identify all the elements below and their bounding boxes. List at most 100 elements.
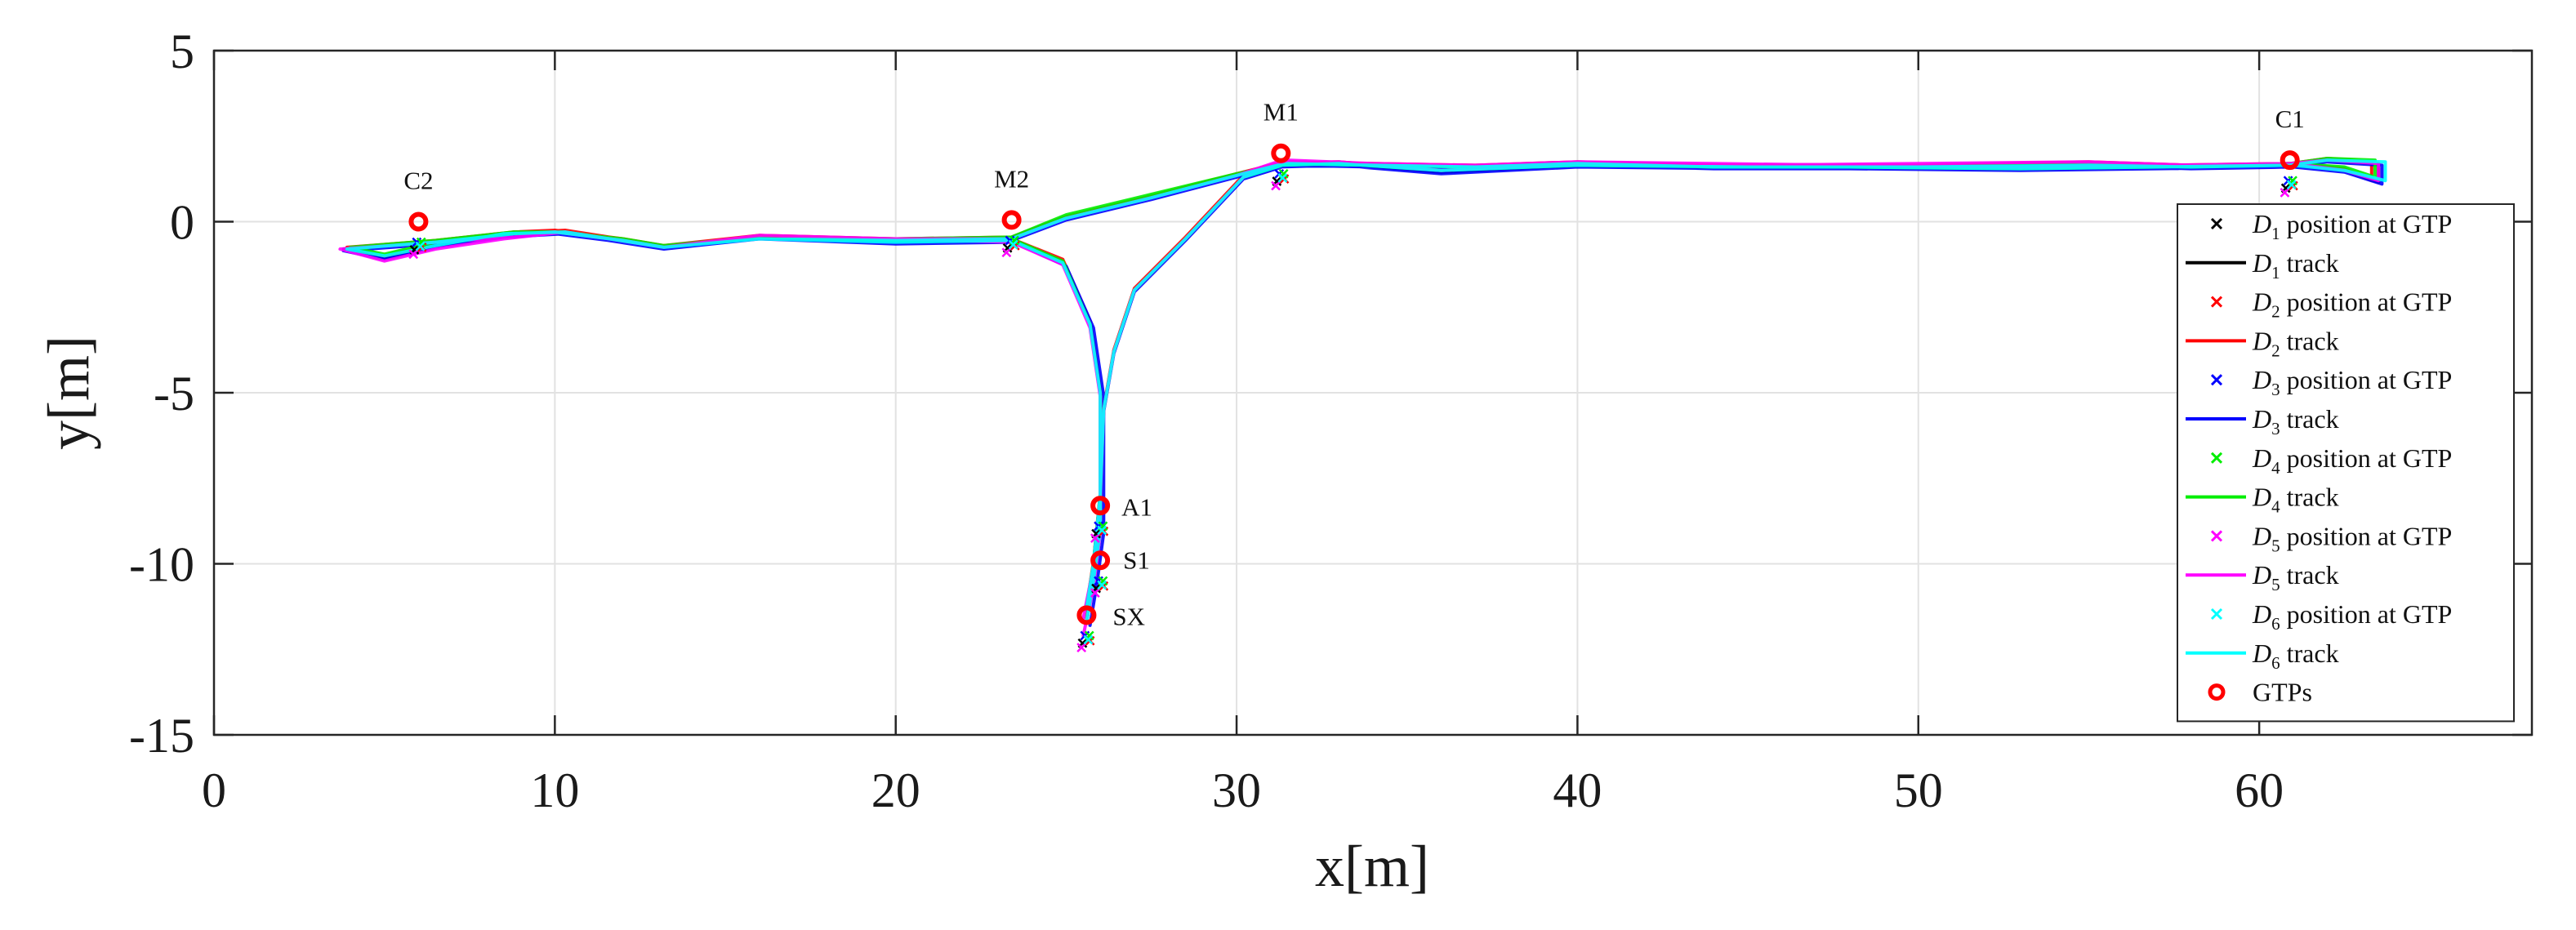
gtp-marker-sx [1076, 605, 1097, 625]
legend-label-subscript: 3 [2271, 380, 2280, 399]
legend-label: D4 position at GTP [2252, 443, 2452, 478]
legend-label: D5 track [2252, 560, 2339, 594]
legend-entry-d3-line: D3 track [2186, 404, 2339, 438]
y-tick-label: 5 [170, 24, 194, 78]
cross-stroke [1008, 239, 1018, 250]
legend-label-text: track [2280, 404, 2339, 434]
legend-label-subscript: 5 [2271, 536, 2280, 555]
legend-cross-swatch [2210, 607, 2223, 621]
legend-cross-swatch [2210, 217, 2223, 230]
legend-label-base: D [2252, 209, 2271, 238]
gtp-marker-c1 [2280, 150, 2300, 171]
legend-label-subscript: 4 [2271, 497, 2280, 517]
legend-box [2177, 203, 2515, 723]
legend-cross-swatch [2210, 530, 2223, 542]
legend-entry-d6-marker: D6 position at GTP [2210, 599, 2452, 634]
cross-stroke [1076, 643, 1087, 653]
legend-entry-d3-marker: D3 position at GTP [2210, 365, 2453, 399]
x-tick-label: 40 [1553, 763, 1602, 817]
legend-label: D1 position at GTP [2252, 209, 2452, 243]
legend-label: GTPs [2253, 678, 2312, 707]
position-marker-d6 [1083, 634, 1094, 645]
legend-label-base: D [2252, 248, 2271, 278]
legend-label-text: position at GTP [2280, 365, 2453, 394]
legend-entry-gtps-circle: GTPs [2208, 678, 2312, 707]
y-tick-label: -5 [154, 367, 194, 421]
legend-label: D5 position at GTP [2252, 521, 2452, 555]
position-marker-d6 [1097, 580, 1108, 590]
cross-stroke [415, 241, 426, 251]
cross-stroke [1001, 247, 1012, 258]
legend-label-text: position at GTP [2280, 599, 2453, 629]
cross-stroke [1277, 172, 1288, 183]
cross-stroke [1083, 634, 1094, 645]
x-tick-label: 60 [2235, 763, 2284, 817]
legend-label-base: D [2252, 521, 2271, 550]
position-marker-d5 [1076, 643, 1087, 653]
position-marker-d5 [1271, 180, 1281, 191]
cross-stroke [1090, 533, 1100, 543]
cross-stroke [1090, 588, 1100, 598]
legend-entry-d4-line: D4 track [2186, 483, 2339, 517]
x-tick-label: 50 [1894, 763, 1943, 817]
position-marker-d5 [1090, 533, 1100, 543]
cross-stroke [2286, 180, 2297, 190]
legend-label-text: track [2280, 483, 2339, 512]
gtp-marker-a1 [1090, 496, 1111, 516]
legend-label-text: position at GTP [2280, 443, 2453, 473]
gtp-marker-s1 [1090, 550, 1111, 571]
legend-label-base: D [2252, 287, 2271, 317]
cross-stroke [1097, 525, 1108, 536]
legend-label-subscript: 6 [2271, 653, 2280, 673]
x-tick-label: 10 [530, 763, 579, 817]
legend-label-subscript: 1 [2271, 224, 2280, 243]
gtp-label-sx: SX [1112, 602, 1145, 630]
position-marker-d5 [1090, 588, 1100, 598]
legend-cross-swatch [2210, 296, 2223, 308]
cross-stroke [2280, 188, 2290, 198]
position-marker-d5 [408, 249, 419, 260]
legend-entry-d4-marker: D4 position at GTP [2210, 443, 2452, 478]
legend-label-base: D [2252, 326, 2271, 355]
position-marker-d6 [1008, 239, 1018, 250]
legend-entry-d2-marker: D2 position at GTP [2210, 287, 2452, 322]
gtp-label-c1: C1 [2275, 105, 2305, 133]
legend-entry-d2-line: D2 track [2186, 326, 2339, 360]
legend-label-text: track [2280, 248, 2339, 278]
legend-label-subscript: 3 [2271, 419, 2280, 438]
legend-label: D6 position at GTP [2252, 599, 2452, 634]
legend-label: D2 track [2252, 326, 2339, 360]
legend-label-base: D [2252, 639, 2271, 668]
legend-label-subscript: 2 [2271, 302, 2280, 322]
x-axis-title: x[m] [1315, 834, 1429, 899]
position-marker-d5 [1001, 247, 1012, 258]
legend-label-text: position at GTP [2280, 521, 2453, 550]
legend-label-subscript: 5 [2271, 575, 2280, 594]
position-marker-d5 [2280, 188, 2290, 198]
gtp-marker-m2 [1001, 210, 1022, 230]
x-tick-label: 20 [871, 763, 920, 817]
legend-label: D4 track [2252, 483, 2339, 517]
legend-entry-d5-marker: D5 position at GTP [2210, 521, 2452, 555]
gtp-marker-m1 [1271, 143, 1291, 163]
gtp-label-m1: M1 [1263, 98, 1299, 127]
legend-label: D2 position at GTP [2252, 287, 2452, 322]
gtp-label-a1: A1 [1121, 492, 1152, 521]
legend-cross-swatch [2210, 452, 2223, 464]
legend-label-text: position at GTP [2280, 209, 2453, 238]
track-line-d6 [345, 158, 2387, 624]
legend-label-text: track [2280, 560, 2339, 590]
legend-label-text: track [2280, 639, 2339, 668]
y-axis-title: y[m] [36, 336, 101, 450]
legend-label: D1 track [2252, 248, 2339, 283]
gtp-position-markers [408, 168, 2298, 653]
legend-label-subscript: 6 [2271, 614, 2280, 634]
x-tick-label: 0 [202, 763, 226, 817]
cross-stroke [408, 249, 419, 260]
cross-stroke [1271, 180, 1281, 191]
legend-circle-swatch [2208, 683, 2226, 701]
legend-label-base: D [2252, 599, 2271, 629]
legend-label-base: D [2252, 483, 2271, 512]
